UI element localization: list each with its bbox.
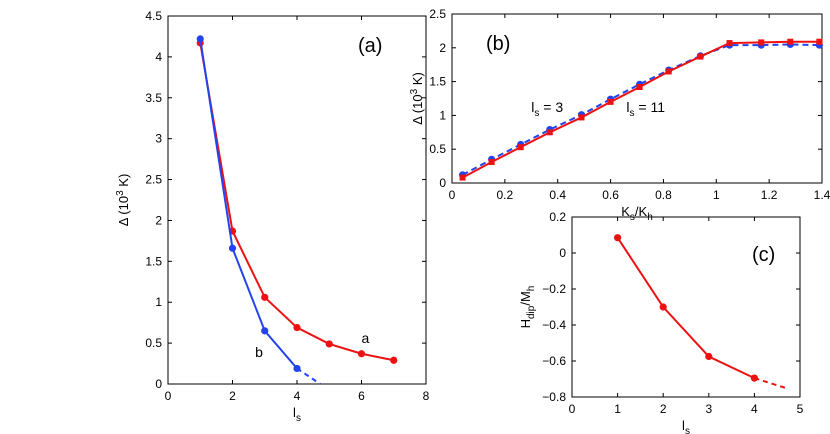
x-tick-label: 2 bbox=[660, 402, 667, 416]
x-tick-label: 1 bbox=[614, 402, 621, 416]
x-tick-label: 0.8 bbox=[655, 188, 672, 202]
y-tick-label: 1.5 bbox=[429, 75, 446, 89]
y-tick-label: 4.5 bbox=[145, 9, 162, 23]
series-line bbox=[199, 38, 298, 370]
annotation: ls = 3 bbox=[531, 99, 563, 119]
x-tick-label: 5 bbox=[797, 402, 804, 416]
data-point bbox=[665, 68, 672, 75]
data-point bbox=[705, 352, 713, 361]
y-tick-label: 3 bbox=[155, 132, 162, 146]
panel-c: 0 1 2 3 4 5 −0.8 −0.6 −0.4 −0.2 0 0.2 (c) ls Hdip/Mh bbox=[518, 210, 804, 434]
data-point bbox=[636, 84, 643, 91]
data-point bbox=[750, 374, 759, 382]
x-tick-label: 1 bbox=[713, 188, 720, 202]
y-tick-label: −0.4 bbox=[542, 318, 566, 332]
y-axis-label: Δ (103 K) bbox=[115, 174, 131, 227]
data-point bbox=[578, 114, 585, 121]
y-tick-label: 1 bbox=[439, 108, 446, 122]
data-point bbox=[816, 38, 823, 45]
data-point bbox=[261, 327, 269, 335]
y-tick-label: 0 bbox=[155, 377, 162, 391]
y-axis-label: Hdip/Mh bbox=[518, 286, 537, 329]
data-point bbox=[607, 98, 614, 105]
y-axis-label: Δ (103 K) bbox=[409, 72, 425, 125]
y-tick-label: 1 bbox=[155, 295, 162, 309]
panel-b: 0 0.2 0.4 0.6 0.8 1 1.2 1.4 0 0.5 1 1.5 2 2.5 (b) Ks/Kh… bbox=[409, 7, 830, 223]
series-dashed-extension bbox=[754, 377, 789, 390]
x-tick-label: 4 bbox=[294, 389, 301, 403]
x-tick-label: 0 bbox=[569, 402, 576, 416]
panel-label: (c) bbox=[752, 244, 775, 266]
y-tick-label: 0.2 bbox=[549, 210, 566, 224]
data-point bbox=[517, 144, 524, 151]
x-tick-label: 0 bbox=[449, 188, 456, 202]
data-point bbox=[293, 323, 301, 332]
axes-frame bbox=[451, 13, 823, 184]
x-axis-label: Ks/Kh bbox=[621, 204, 653, 223]
axes-frame bbox=[571, 216, 801, 398]
data-point bbox=[459, 174, 466, 181]
y-tick-label: 0 bbox=[439, 176, 446, 190]
y-tick-label: 3.5 bbox=[145, 91, 162, 105]
panel-a: 0 2 4 6 8 0 0.5 1 1.5 2 2.5 3 3.5 4 4.5 (a) ls Δ (103 K) a… bbox=[115, 9, 430, 424]
data-point bbox=[726, 40, 733, 47]
x-tick-label: 1.4 bbox=[814, 188, 830, 202]
x-tick-label: 6 bbox=[358, 389, 365, 403]
data-point bbox=[697, 53, 704, 60]
y-tick-label: 0.5 bbox=[145, 336, 162, 350]
data-point bbox=[546, 129, 553, 136]
data-point bbox=[390, 356, 398, 364]
y-tick-label: 2.5 bbox=[429, 7, 446, 21]
data-point bbox=[261, 293, 269, 301]
y-tick-label: 0 bbox=[559, 246, 566, 260]
x-tick-label: 0.2 bbox=[497, 188, 514, 202]
panel-label: (a) bbox=[358, 35, 382, 57]
series-line bbox=[616, 237, 755, 380]
x-tick-label: 0.6 bbox=[602, 188, 619, 202]
y-tick-label: −0.2 bbox=[542, 282, 566, 296]
annotation: a bbox=[362, 330, 370, 346]
y-tick-label: −0.6 bbox=[542, 354, 566, 368]
annotation: ls = 11 bbox=[626, 99, 665, 119]
data-point bbox=[196, 35, 204, 43]
y-tick-label: 4 bbox=[155, 50, 162, 64]
annotation: b bbox=[255, 344, 263, 360]
data-point bbox=[787, 38, 794, 45]
x-tick-label: 8 bbox=[423, 389, 430, 403]
data-point bbox=[758, 39, 765, 46]
panel-label: (b) bbox=[486, 33, 510, 55]
series-dashed-extension bbox=[296, 367, 321, 385]
x-axis-label: ls bbox=[682, 418, 690, 434]
data-point bbox=[488, 159, 495, 166]
x-tick-label: 0 bbox=[165, 389, 172, 403]
data-point bbox=[614, 234, 622, 242]
data-point bbox=[325, 340, 333, 348]
data-point bbox=[659, 303, 667, 311]
data-point bbox=[228, 244, 237, 252]
x-tick-label: 3 bbox=[705, 402, 712, 416]
y-tick-label: 1.5 bbox=[145, 254, 162, 268]
x-tick-label: 1.2 bbox=[761, 188, 778, 202]
y-tick-label: 2.5 bbox=[145, 173, 162, 187]
series-line bbox=[199, 42, 394, 362]
x-tick-label: 4 bbox=[751, 402, 758, 416]
y-tick-label: −0.8 bbox=[542, 390, 566, 404]
x-tick-label: 2 bbox=[229, 389, 236, 403]
data-point bbox=[293, 364, 301, 373]
y-tick-label: 2 bbox=[439, 41, 446, 55]
x-axis-label: ls bbox=[293, 405, 301, 424]
data-point bbox=[357, 350, 366, 358]
y-tick-label: 0.5 bbox=[429, 142, 446, 156]
y-tick-label: 2 bbox=[155, 213, 162, 227]
x-tick-label: 0.4 bbox=[549, 188, 566, 202]
